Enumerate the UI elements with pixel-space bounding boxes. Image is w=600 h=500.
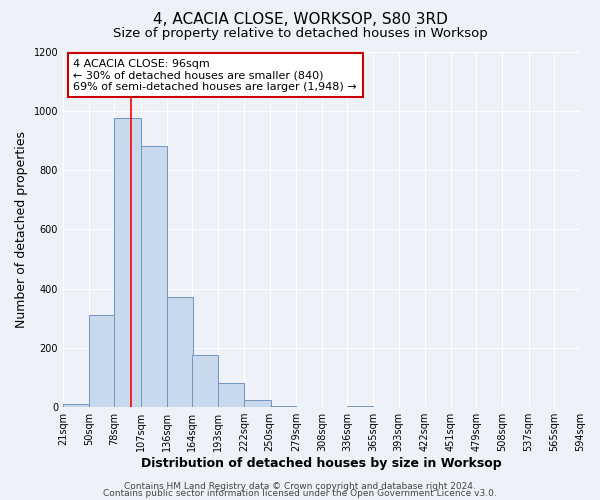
Text: Contains HM Land Registry data © Crown copyright and database right 2024.: Contains HM Land Registry data © Crown c… <box>124 482 476 491</box>
Bar <box>347 406 373 407</box>
Bar <box>89 315 115 407</box>
Bar <box>63 404 89 407</box>
Text: Contains public sector information licensed under the Open Government Licence v3: Contains public sector information licen… <box>103 488 497 498</box>
Text: Size of property relative to detached houses in Worksop: Size of property relative to detached ho… <box>113 28 487 40</box>
Bar <box>218 384 244 407</box>
Bar <box>140 146 167 407</box>
Bar <box>244 400 271 407</box>
Bar <box>115 118 140 407</box>
Y-axis label: Number of detached properties: Number of detached properties <box>15 131 28 328</box>
Bar <box>192 355 218 407</box>
Bar <box>167 298 193 407</box>
X-axis label: Distribution of detached houses by size in Worksop: Distribution of detached houses by size … <box>141 457 502 470</box>
Text: 4, ACACIA CLOSE, WORKSOP, S80 3RD: 4, ACACIA CLOSE, WORKSOP, S80 3RD <box>152 12 448 28</box>
Text: 4 ACACIA CLOSE: 96sqm
← 30% of detached houses are smaller (840)
69% of semi-det: 4 ACACIA CLOSE: 96sqm ← 30% of detached … <box>73 58 357 92</box>
Bar <box>269 406 296 407</box>
